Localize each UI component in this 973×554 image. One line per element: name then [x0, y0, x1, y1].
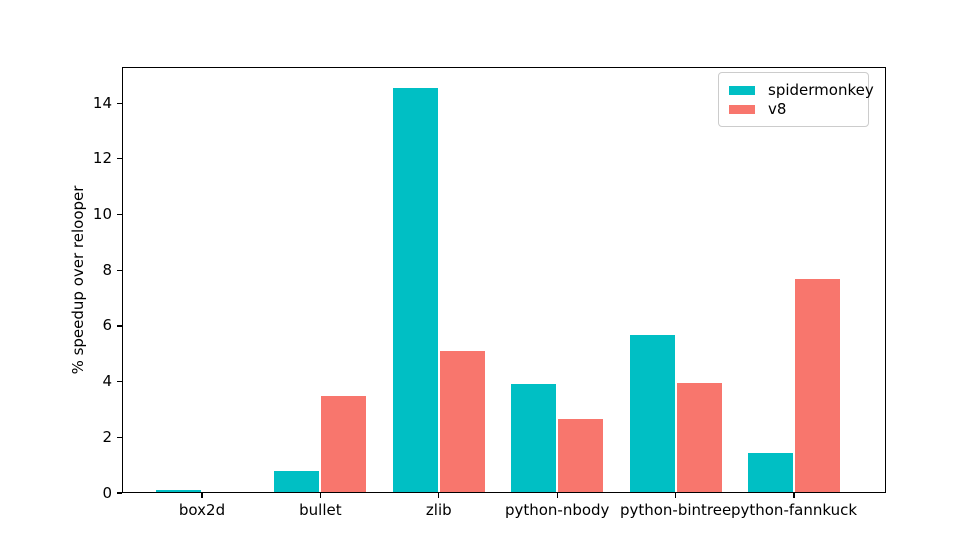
legend-row-v8: v8 [729, 101, 858, 118]
bar-v8-python-bintree [676, 383, 722, 492]
legend-swatch-spidermonkey [729, 86, 755, 95]
x-tick-mark [201, 493, 203, 498]
bar-spidermonkey-python-fannkuck [748, 453, 793, 492]
bar-spidermonkey-python-bintree [629, 334, 675, 492]
y-tick-label: 10 [92, 205, 112, 224]
y-tick-mark [117, 492, 122, 494]
y-tick-label: 6 [102, 316, 112, 335]
legend-label-v8: v8 [768, 100, 787, 118]
y-tick-label: 2 [102, 427, 112, 446]
x-tick-mark [675, 493, 677, 498]
x-tick-label: python-fannkuck [730, 501, 858, 519]
x-tick-label: bullet [299, 501, 342, 519]
bar-v8-bullet [321, 395, 367, 492]
y-tick-mark [117, 381, 122, 383]
x-tick-label: box2d [178, 501, 226, 519]
y-tick-label: 12 [92, 149, 112, 168]
bar-spidermonkey-python-nbody [511, 384, 557, 492]
bar-spidermonkey-bullet [274, 471, 320, 492]
x-tick-mark [438, 493, 440, 498]
x-tick-mark [793, 493, 795, 498]
legend: spidermonkey v8 [718, 72, 874, 127]
x-tick-mark [319, 493, 321, 498]
bar-v8-python-nbody [558, 419, 604, 492]
y-tick-mark [117, 436, 122, 438]
y-tick-mark [117, 269, 122, 271]
x-tick-label: zlib [425, 501, 452, 519]
y-tick-mark [117, 325, 122, 327]
bar-spidermonkey-zlib [392, 88, 438, 492]
y-tick-label: 0 [102, 483, 112, 502]
bar-spidermonkey-box2d [156, 489, 201, 492]
legend-label-spidermonkey: spidermonkey [768, 81, 874, 99]
bar-v8-zlib [439, 351, 485, 492]
y-tick-mark [117, 158, 122, 160]
y-tick-label: 8 [102, 260, 112, 279]
legend-swatch-v8 [729, 105, 755, 114]
bar-v8-python-fannkuck [795, 279, 840, 492]
y-tick-label: 4 [102, 372, 112, 391]
y-tick-mark [117, 102, 122, 104]
y-tick-label: 14 [92, 93, 112, 112]
x-tick-label: python-nbody [504, 501, 610, 519]
x-tick-mark [556, 493, 558, 498]
y-tick-mark [117, 213, 122, 216]
legend-row-spidermonkey: spidermonkey [729, 82, 874, 99]
x-tick-label: python-bintree [619, 501, 732, 519]
plot-area [122, 67, 886, 493]
